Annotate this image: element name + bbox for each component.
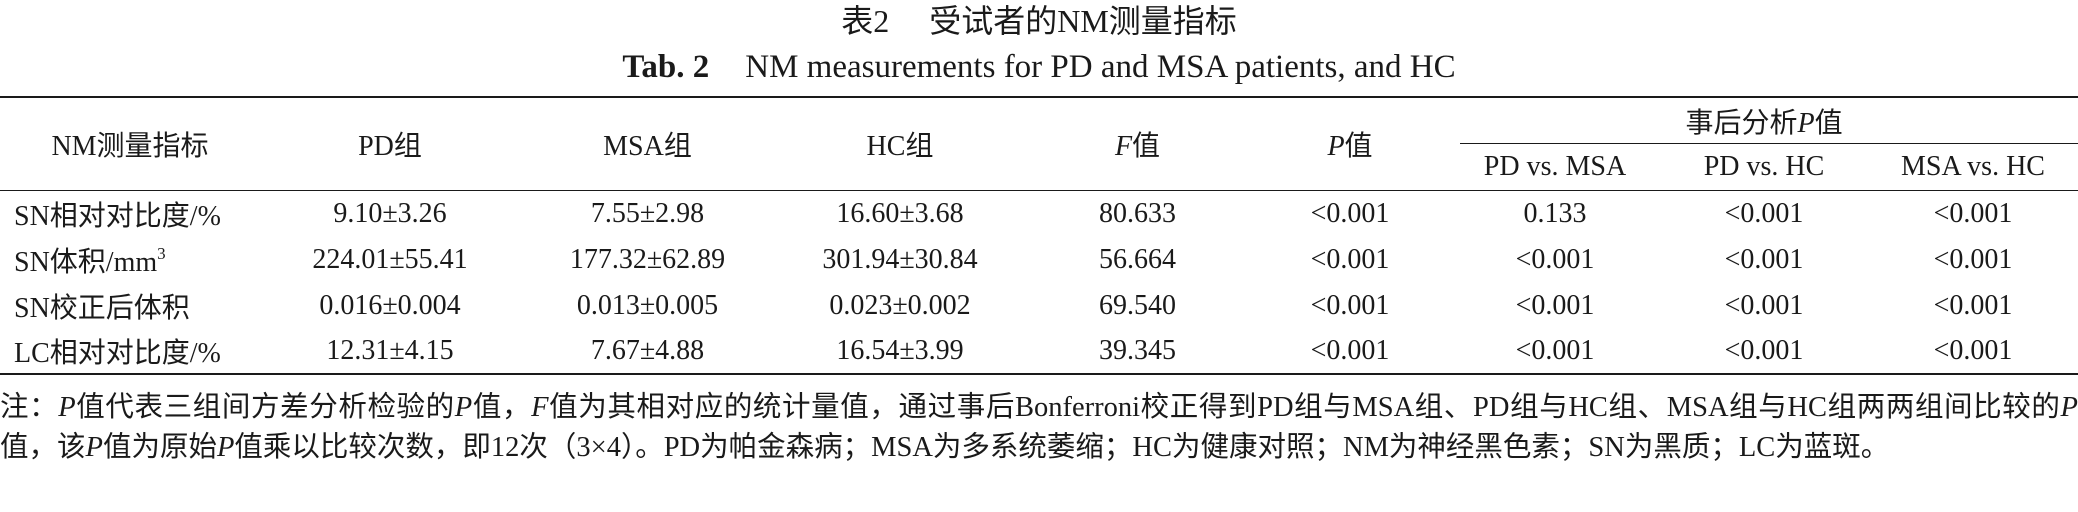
header-pd-group: PD组 [260, 96, 520, 191]
cell-pd-vs-msa: <0.001 [1450, 329, 1660, 375]
header-pd-vs-hc: PD vs. HC [1660, 144, 1868, 191]
cell-msa: 7.55±2.98 [590, 198, 705, 229]
row-label-text: LC相对对比度/% [14, 338, 221, 369]
note-part: P [58, 392, 76, 423]
table-title-cn: 受试者的NM测量指标 [929, 3, 1237, 39]
cell-msa-vs-hc: <0.001 [1933, 290, 2013, 321]
row-label: SN相对对比度/% [0, 191, 260, 238]
row-label-text: SN体积/mm [14, 247, 158, 278]
note-part: 值，该 [0, 432, 86, 463]
cell-f: 56.664 [1099, 244, 1176, 275]
note-part: 值为原始 [102, 432, 217, 463]
table-row: SN校正后体积 0.016±0.004 0.013±0.005 0.023±0.… [0, 283, 2078, 329]
cell-pd: 224.01±55.41 [312, 244, 468, 275]
row-label: SN体积/mm3 [0, 237, 260, 283]
row-label: LC相对对比度/% [0, 329, 260, 375]
note-part: P [2060, 392, 2078, 423]
table-row: LC相对对比度/% 12.31±4.15 7.67±4.88 16.54±3.9… [0, 329, 2078, 375]
cell-pd-vs-hc: <0.001 [1724, 198, 1804, 229]
table-row: SN相对对比度/% 9.10±3.26 7.55±2.98 16.60±3.68… [0, 191, 2078, 238]
row-label-sup: 3 [157, 244, 166, 263]
header-posthoc: 事后分析P值 [1450, 96, 2078, 144]
table-caption-english: Tab. 2 NM measurements for PD and MSA pat… [0, 46, 2078, 88]
header-msa-group: MSA组 [520, 96, 775, 191]
header-f-suffix: 值 [1132, 131, 1161, 162]
note-part: 值代表三组间方差分析检验的 [75, 392, 455, 423]
cell-msa-vs-hc: <0.001 [1933, 244, 2013, 275]
cell-p: <0.001 [1250, 329, 1450, 375]
cell-hc: 16.60±3.68 [836, 198, 964, 229]
cell-p: <0.001 [1310, 290, 1390, 321]
header-posthoc-rule [1460, 143, 2078, 144]
header-posthoc-prefix: 事后分析 [1685, 108, 1798, 139]
note-part: 值乘以比较次数，即12次（3×4）。PD为帕金森病；MSA为多系统萎缩；HC为健… [234, 432, 1890, 463]
measurement-table: NM测量指标 PD组 MSA组 HC组 F值 P值 事后分析P值 PD vs. … [0, 96, 2078, 375]
cell-pd-vs-hc: <0.001 [1724, 290, 1804, 321]
note-part: 值， [472, 392, 532, 423]
table-footnote: 注：P值代表三组间方差分析检验的P值，F值为其相对应的统计量值，通过事后Bonf… [0, 388, 2078, 468]
note-part: P [454, 392, 473, 423]
cell-p: <0.001 [1310, 198, 1390, 229]
header-posthoc-suffix: 值 [1814, 108, 1843, 139]
header-f-symbol: F [1114, 131, 1133, 162]
cell-msa-vs-hc: <0.001 [1933, 198, 2013, 229]
header-p-value: P值 [1250, 96, 1450, 191]
table-row: SN体积/mm3 224.01±55.41 177.32±62.89 301.9… [0, 237, 2078, 283]
cell-pd-vs-msa: 0.133 [1523, 198, 1587, 229]
table-caption-chinese: 表2 受试者的NM测量指标 [0, 0, 2078, 42]
cell-pd-vs-msa: <0.001 [1515, 290, 1595, 321]
cell-msa: 177.32±62.89 [569, 244, 726, 275]
table-title-en: NM measurements for PD and MSA patients,… [745, 49, 1456, 85]
header-p-symbol: P [1327, 131, 1345, 162]
row-label-text: SN相对对比度/% [14, 201, 221, 232]
header-posthoc-symbol: P [1797, 108, 1815, 139]
row-label-text: SN校正后体积 [14, 293, 190, 324]
row-label: SN校正后体积 [0, 283, 260, 329]
note-part: P [85, 432, 103, 463]
cell-pd-vs-hc: <0.001 [1660, 329, 1868, 375]
table-number-cn: 表2 [841, 3, 890, 39]
note-part: 注： [0, 392, 59, 423]
cell-pd-vs-hc: <0.001 [1724, 244, 1804, 275]
table-number-en: Tab. 2 [622, 49, 710, 85]
note-part: 值为其相对应的统计量值，通过事后Bonferroni校正得到PD组与MSA组、P… [548, 392, 2061, 423]
cell-f: 80.633 [1099, 198, 1176, 229]
cell-pd-vs-msa: <0.001 [1515, 244, 1595, 275]
header-pd-vs-msa: PD vs. MSA [1450, 144, 1660, 191]
cell-hc: 0.023±0.002 [829, 290, 971, 321]
cell-pd: 12.31±4.15 [260, 329, 520, 375]
cell-f: 69.540 [1099, 290, 1176, 321]
header-hc-group: HC组 [775, 96, 1025, 191]
note-part: P [216, 432, 235, 463]
cell-msa-vs-hc: <0.001 [1868, 329, 2078, 375]
cell-msa: 7.67±4.88 [520, 329, 775, 375]
cell-pd: 9.10±3.26 [333, 198, 447, 229]
cell-f: 39.345 [1025, 329, 1250, 375]
header-msa-vs-hc: MSA vs. HC [1868, 144, 2078, 191]
header-f-value: F值 [1025, 96, 1250, 191]
cell-pd: 0.016±0.004 [319, 290, 461, 321]
header-p-suffix: 值 [1344, 131, 1373, 162]
cell-msa: 0.013±0.005 [576, 290, 719, 321]
note-part: F [531, 392, 549, 423]
cell-hc: 16.54±3.99 [775, 329, 1025, 375]
cell-p: <0.001 [1310, 244, 1390, 275]
header-metric: NM测量指标 [0, 96, 260, 191]
cell-hc: 301.94±30.84 [822, 244, 978, 275]
